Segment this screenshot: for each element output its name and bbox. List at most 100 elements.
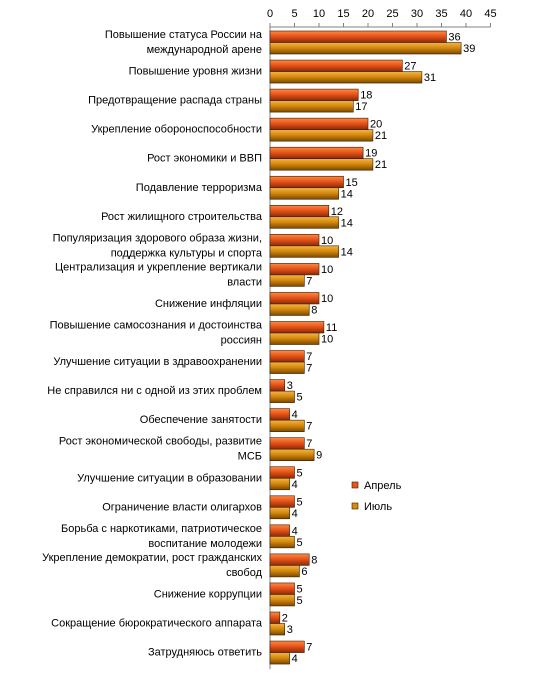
bar-july bbox=[269, 623, 285, 636]
bar-july bbox=[269, 100, 354, 113]
legend-swatch bbox=[351, 481, 359, 489]
data-label: 4 bbox=[292, 653, 298, 665]
x-tick-label: 20 bbox=[362, 8, 374, 20]
data-label: 21 bbox=[375, 130, 387, 142]
bar-july bbox=[269, 42, 462, 55]
data-label: 36 bbox=[448, 32, 460, 44]
category-label: Обеспечение занятости bbox=[140, 414, 262, 426]
legend-label: Июль bbox=[364, 501, 392, 513]
bars: 3639273118172021192115141214101410710811… bbox=[269, 30, 475, 665]
data-label: 3 bbox=[287, 624, 293, 636]
bar-april bbox=[269, 466, 295, 479]
legend-label: Апрель bbox=[364, 480, 402, 492]
bar-july bbox=[269, 565, 300, 578]
data-label: 5 bbox=[297, 496, 303, 508]
data-label: 18 bbox=[360, 90, 372, 102]
category-label: Повышение самосознания и достоинства росс… bbox=[50, 320, 263, 347]
category-label: Затрудняюсь ответить bbox=[148, 647, 262, 659]
bar-july bbox=[269, 652, 290, 665]
category-label: Повышение уровня жизни bbox=[129, 66, 262, 78]
bar-april bbox=[269, 582, 295, 595]
bar-july bbox=[269, 187, 339, 200]
category-label: Не справился ни с одной из этих проблем bbox=[47, 385, 262, 397]
bar-july bbox=[269, 419, 305, 432]
data-label: 20 bbox=[370, 119, 382, 131]
data-label: 4 bbox=[292, 525, 298, 537]
data-label: 9 bbox=[316, 450, 322, 462]
bar-april bbox=[269, 146, 364, 159]
category-label: Снижение инфляции bbox=[155, 298, 262, 310]
data-label: 14 bbox=[341, 188, 353, 200]
data-label: 5 bbox=[297, 537, 303, 549]
category-label: Рост жилищного строительства bbox=[101, 211, 263, 223]
data-label: 5 bbox=[297, 583, 303, 595]
bar-july bbox=[269, 390, 295, 403]
x-tick-label: 35 bbox=[435, 8, 447, 20]
bar-july bbox=[269, 361, 305, 374]
category-label: Укрепление обороноспособности bbox=[91, 124, 262, 136]
bar-july bbox=[269, 594, 295, 607]
bar-april bbox=[269, 524, 290, 537]
data-label: 10 bbox=[321, 334, 333, 346]
data-label: 10 bbox=[321, 293, 333, 305]
data-label: 5 bbox=[297, 392, 303, 404]
category-label: Борьба с наркотиками, патриотическое восп… bbox=[61, 523, 262, 550]
data-label: 7 bbox=[306, 438, 312, 450]
data-label: 4 bbox=[292, 479, 298, 491]
data-label: 27 bbox=[404, 61, 416, 73]
data-label: 10 bbox=[321, 235, 333, 247]
x-tick-label: 10 bbox=[313, 8, 325, 20]
category-label: Улучшение ситуации в здравоохранении bbox=[53, 356, 262, 368]
x-tick-label: 0 bbox=[267, 8, 273, 20]
bar-april bbox=[269, 408, 290, 421]
bar-july bbox=[269, 129, 374, 142]
bar-april bbox=[269, 30, 447, 43]
category-labels: Повышение статуса России на международной… bbox=[42, 29, 263, 659]
data-label: 3 bbox=[287, 380, 293, 392]
data-label: 12 bbox=[331, 206, 343, 218]
category-label: Рост экономики и ВВП bbox=[147, 153, 262, 165]
category-label: Подавление терроризма bbox=[136, 182, 263, 194]
bar-april bbox=[269, 88, 359, 101]
data-label: 8 bbox=[311, 554, 317, 566]
data-label: 11 bbox=[326, 322, 337, 334]
bar-april bbox=[269, 234, 320, 247]
bar-april bbox=[269, 321, 325, 334]
data-label: 2 bbox=[282, 613, 288, 625]
bar-april bbox=[269, 263, 320, 276]
category-label: Повышение статуса России на международной… bbox=[105, 29, 263, 56]
bar-april bbox=[269, 59, 403, 72]
bar-july bbox=[269, 216, 339, 229]
data-label: 31 bbox=[424, 72, 436, 84]
category-label: Снижение коррупции bbox=[154, 588, 262, 600]
x-tick-label: 15 bbox=[337, 8, 349, 20]
category-label: Рост экономической свободы, развитие МСБ bbox=[59, 436, 262, 463]
x-tick-label: 45 bbox=[484, 8, 496, 20]
bar-april bbox=[269, 117, 369, 130]
data-label: 39 bbox=[463, 43, 475, 55]
bar-july bbox=[269, 158, 374, 171]
data-label: 10 bbox=[321, 264, 333, 276]
bar-july bbox=[269, 245, 339, 258]
data-label: 7 bbox=[306, 421, 312, 433]
x-tick-label: 30 bbox=[411, 8, 423, 20]
bar-july bbox=[269, 477, 290, 491]
bar-july bbox=[269, 274, 305, 287]
category-label: Популяризация здорового образа жизни, под… bbox=[53, 232, 263, 259]
data-label: 17 bbox=[355, 101, 367, 113]
legend-swatch bbox=[351, 502, 359, 510]
bar-april bbox=[269, 437, 305, 450]
bar-april bbox=[269, 292, 320, 305]
category-label: Улучшение ситуации в образовании bbox=[77, 472, 262, 484]
bar-april bbox=[269, 640, 305, 653]
data-label: 7 bbox=[306, 275, 312, 287]
category-label: Укрепление демократии, рост гражданских с… bbox=[42, 552, 262, 579]
data-label: 21 bbox=[375, 159, 387, 171]
data-label: 7 bbox=[306, 642, 312, 654]
category-label: Предотвращение распада страны bbox=[88, 95, 262, 107]
data-label: 14 bbox=[341, 217, 353, 229]
data-label: 5 bbox=[297, 595, 303, 607]
data-label: 8 bbox=[311, 304, 317, 316]
data-label: 15 bbox=[346, 177, 358, 189]
